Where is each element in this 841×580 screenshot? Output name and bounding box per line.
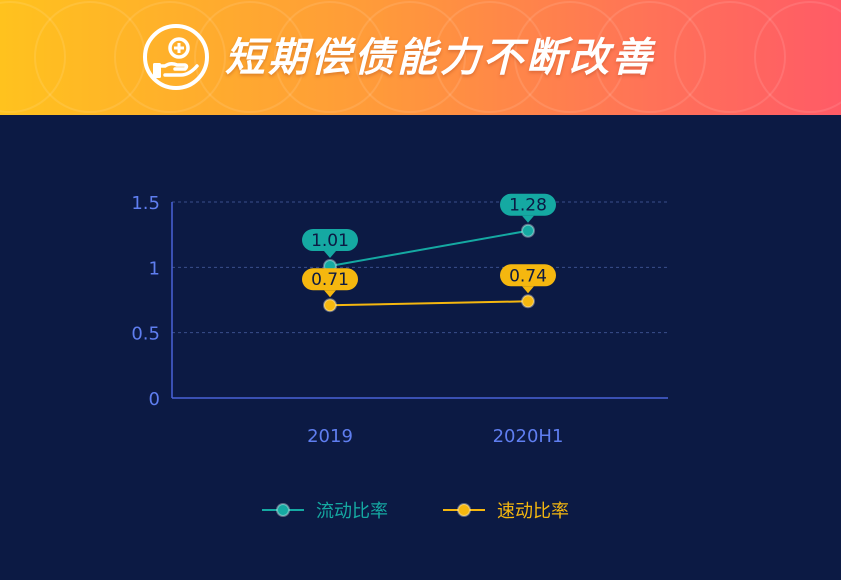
data-label-bubble bbox=[500, 264, 556, 287]
data-label: 0.74 bbox=[509, 266, 547, 286]
y-tick-labels: 0 0.5 1 1.5 bbox=[131, 193, 160, 410]
hand-coin-icon bbox=[143, 24, 209, 90]
data-point bbox=[521, 223, 535, 238]
y-tick-label: 1.5 bbox=[131, 193, 160, 214]
data-label-pointer bbox=[522, 215, 534, 223]
grid-lines bbox=[172, 201, 668, 334]
header-banner: 短期偿债能力不断改善 bbox=[0, 0, 841, 115]
data-label-pointer bbox=[522, 286, 534, 294]
y-tick-label: 0.5 bbox=[131, 324, 160, 345]
axes bbox=[171, 202, 668, 399]
data-label: 1.01 bbox=[311, 231, 349, 251]
y-tick-label: 1 bbox=[149, 258, 160, 279]
data-label-bubble bbox=[302, 268, 358, 291]
data-point bbox=[323, 298, 337, 313]
line-chart: 0 0.5 1 1.5 2019 2020H1 1.01 1.28 0.71 0.74 流动比… bbox=[131, 193, 668, 522]
series-group: 1.01 1.28 0.71 0.74 bbox=[302, 193, 556, 313]
legend-marker bbox=[276, 503, 290, 517]
legend: 流动比率 速动比率 bbox=[262, 501, 569, 522]
banner-pattern bbox=[0, 1, 841, 113]
data-label-pointer bbox=[324, 290, 336, 298]
data-label: 0.71 bbox=[311, 270, 349, 290]
legend-label: 速动比率 bbox=[497, 501, 569, 522]
series-line bbox=[329, 229, 529, 268]
x-tick-label: 2020H1 bbox=[493, 426, 564, 447]
data-label-bubble bbox=[500, 193, 556, 216]
data-label: 1.28 bbox=[509, 196, 547, 216]
data-label-bubble bbox=[302, 229, 358, 252]
x-tick-label: 2019 bbox=[307, 426, 353, 447]
data-label-pointer bbox=[324, 251, 336, 259]
series-line bbox=[329, 300, 529, 307]
x-tick-labels: 2019 2020H1 bbox=[307, 426, 563, 447]
legend-label: 流动比率 bbox=[316, 501, 388, 522]
data-point bbox=[521, 294, 535, 309]
page-title: 短期偿债能力不断改善 bbox=[225, 35, 655, 81]
y-tick-label: 0 bbox=[149, 389, 160, 410]
legend-marker bbox=[457, 503, 471, 517]
